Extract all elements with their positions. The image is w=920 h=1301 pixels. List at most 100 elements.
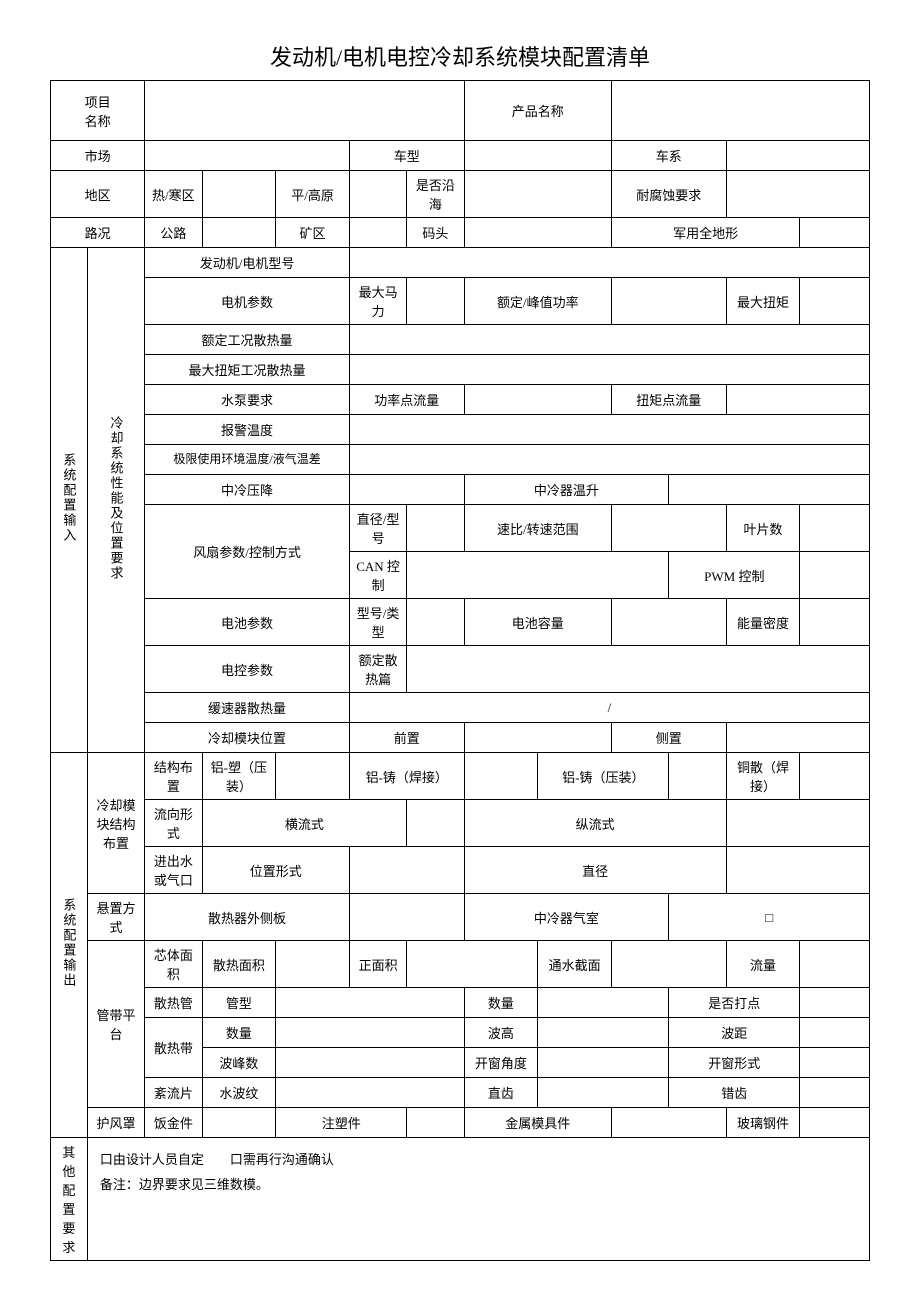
cell-flow-dir-label: 流向形式 bbox=[145, 800, 202, 847]
cell-qty-value bbox=[538, 988, 669, 1018]
cell-engine-model-value bbox=[349, 248, 869, 278]
cell-rated-power-value bbox=[611, 278, 726, 325]
cell-project-name-label: 项目 名称 bbox=[51, 81, 145, 141]
cell-plain-value bbox=[349, 171, 406, 218]
cell-glass-steel-value bbox=[800, 1108, 870, 1138]
cell-tube-platform: 管带平台 bbox=[87, 941, 144, 1108]
cell-motor-param: 电机参数 bbox=[145, 278, 350, 325]
cell-heat-area-value bbox=[276, 941, 350, 988]
cell-military-value bbox=[800, 218, 870, 248]
cell-suspension-label: 悬置方式 bbox=[87, 894, 144, 941]
cell-corrosion-value bbox=[726, 171, 869, 218]
cell-intercooler-rise-value bbox=[669, 475, 870, 505]
cell-rated-heat2-label: 额定散热篇 bbox=[349, 646, 406, 693]
cell-power-flow-label: 功率点流量 bbox=[349, 385, 464, 415]
cell-rad-side: 散热器外侧板 bbox=[145, 894, 350, 941]
cell-struct-label: 结构布置 bbox=[145, 753, 202, 800]
cell-coastal-value bbox=[464, 171, 611, 218]
cell-ecu-label: 电控参数 bbox=[145, 646, 350, 693]
cell-heat-area-label: 散热面积 bbox=[202, 941, 276, 988]
cell-inlet-label: 进出水或气口 bbox=[145, 847, 202, 894]
cell-diameter: 直径 bbox=[464, 847, 726, 894]
cell-front-value bbox=[464, 723, 611, 753]
cell-intercooler-drop-value bbox=[349, 475, 464, 505]
cell-inject-label: 注塑件 bbox=[276, 1108, 407, 1138]
cell-max-torque-heat-value bbox=[349, 355, 869, 385]
cell-front-label: 前置 bbox=[349, 723, 464, 753]
cell-product-name-label: 产品名称 bbox=[464, 81, 611, 141]
cell-max-torque-heat-label: 最大扭矩工况散热量 bbox=[145, 355, 350, 385]
cell-metal-mold-value bbox=[611, 1108, 726, 1138]
cell-diameter-model-value bbox=[407, 505, 464, 552]
cell-diameter-value bbox=[726, 847, 869, 894]
cell-diameter-model-label: 直径/型号 bbox=[349, 505, 406, 552]
cell-alarm-temp-value bbox=[349, 415, 869, 445]
cell-cu: 铜散（焊接） bbox=[726, 753, 800, 800]
cell-engine-model-label: 发动机/电机型号 bbox=[145, 248, 350, 278]
cell-battery-cap-label: 电池容量 bbox=[464, 599, 611, 646]
cell-al-cast-press-value bbox=[669, 753, 726, 800]
cell-side-value bbox=[726, 723, 869, 753]
cell-model-type-value bbox=[407, 599, 464, 646]
cell-product-name-value bbox=[611, 81, 869, 141]
cell-highway: 公路 bbox=[145, 218, 202, 248]
cell-metal-mold-label: 金属模具件 bbox=[464, 1108, 611, 1138]
cell-speed-ratio-label: 速比/转速范围 bbox=[464, 505, 611, 552]
cell-project-name-value bbox=[145, 81, 464, 141]
cell-al-cast-press: 铝-铸（压装） bbox=[538, 753, 669, 800]
cell-rated-heat-value bbox=[349, 325, 869, 355]
page-title: 发动机/电机电控冷却系统模块配置清单 bbox=[50, 40, 870, 72]
cell-water-cross-label: 通水截面 bbox=[538, 941, 612, 988]
cell-glass-steel-label: 玻璃钢件 bbox=[726, 1108, 800, 1138]
cell-side-label: 侧置 bbox=[611, 723, 726, 753]
cell-rad-side-value bbox=[349, 894, 464, 941]
cell-pwm-label: PWM 控制 bbox=[669, 552, 800, 599]
cell-wave-n-value bbox=[276, 1048, 464, 1078]
cell-rad-band-label: 散热带 bbox=[145, 1018, 202, 1078]
cell-energy-density-label: 能量密度 bbox=[726, 599, 800, 646]
cell-speed-ratio-value bbox=[611, 505, 726, 552]
cell-rad-tube-label: 散热管 bbox=[145, 988, 202, 1018]
cell-cooling-req: 冷却系统性能及位置要求 bbox=[87, 248, 144, 753]
cell-can-value bbox=[407, 552, 669, 599]
cell-vehicle-type-value bbox=[464, 141, 611, 171]
cell-hot-cold-value bbox=[202, 171, 276, 218]
cell-al-cast-weld: 铝-铸（焊接） bbox=[349, 753, 464, 800]
cell-mine: 矿区 bbox=[276, 218, 350, 248]
other-line1b: 口需再行沟通确认 bbox=[230, 1152, 334, 1167]
cell-road-label: 路况 bbox=[51, 218, 145, 248]
cell-pump-label: 水泵要求 bbox=[145, 385, 350, 415]
cell-water-cross-value bbox=[611, 941, 726, 988]
cell-sheet-value bbox=[202, 1108, 276, 1138]
cell-battery-cap-value bbox=[611, 599, 726, 646]
cell-corrugated-value bbox=[276, 1078, 464, 1108]
cell-market-value bbox=[145, 141, 350, 171]
cell-module-pos-label: 冷却模块位置 bbox=[145, 723, 350, 753]
other-line1a: 口由设计人员自定 bbox=[100, 1152, 204, 1167]
cell-stagger-label: 错齿 bbox=[669, 1078, 800, 1108]
cell-dot-label: 是否打点 bbox=[669, 988, 800, 1018]
cell-dock: 码头 bbox=[407, 218, 464, 248]
cell-other-notes: 口由设计人员自定 口需再行沟通确认 备注：边界要求见三维数模。 bbox=[87, 1138, 869, 1261]
cell-window-form-value bbox=[800, 1048, 870, 1078]
cell-output-section: 系统配置输出 bbox=[51, 753, 88, 1138]
cell-dot-value bbox=[800, 988, 870, 1018]
cell-vehicle-type-label: 车型 bbox=[349, 141, 464, 171]
cell-power-flow-value bbox=[464, 385, 611, 415]
cell-rated-power-label: 额定/峰值功率 bbox=[464, 278, 611, 325]
cell-limit-temp-label: 极限使用环境温度/液气温差 bbox=[145, 445, 350, 475]
cell-cu-value bbox=[800, 753, 870, 800]
cell-inject-value bbox=[407, 1108, 464, 1138]
cell-max-torque-label: 最大扭矩 bbox=[726, 278, 800, 325]
cell-al-plastic-value bbox=[276, 753, 350, 800]
cell-straight-label: 直齿 bbox=[464, 1078, 538, 1108]
cell-torque-flow-label: 扭矩点流量 bbox=[611, 385, 726, 415]
cell-hot-cold: 热/寒区 bbox=[145, 171, 202, 218]
cell-wave-p-value bbox=[800, 1018, 870, 1048]
cell-window-angle-label: 开窗角度 bbox=[464, 1048, 538, 1078]
cell-other-label: 其他配置要求 bbox=[51, 1138, 88, 1261]
cell-highway-value bbox=[202, 218, 276, 248]
cell-rated-heat2-value bbox=[407, 646, 870, 693]
cell-military: 军用全地形 bbox=[611, 218, 799, 248]
cell-mine-value bbox=[349, 218, 406, 248]
